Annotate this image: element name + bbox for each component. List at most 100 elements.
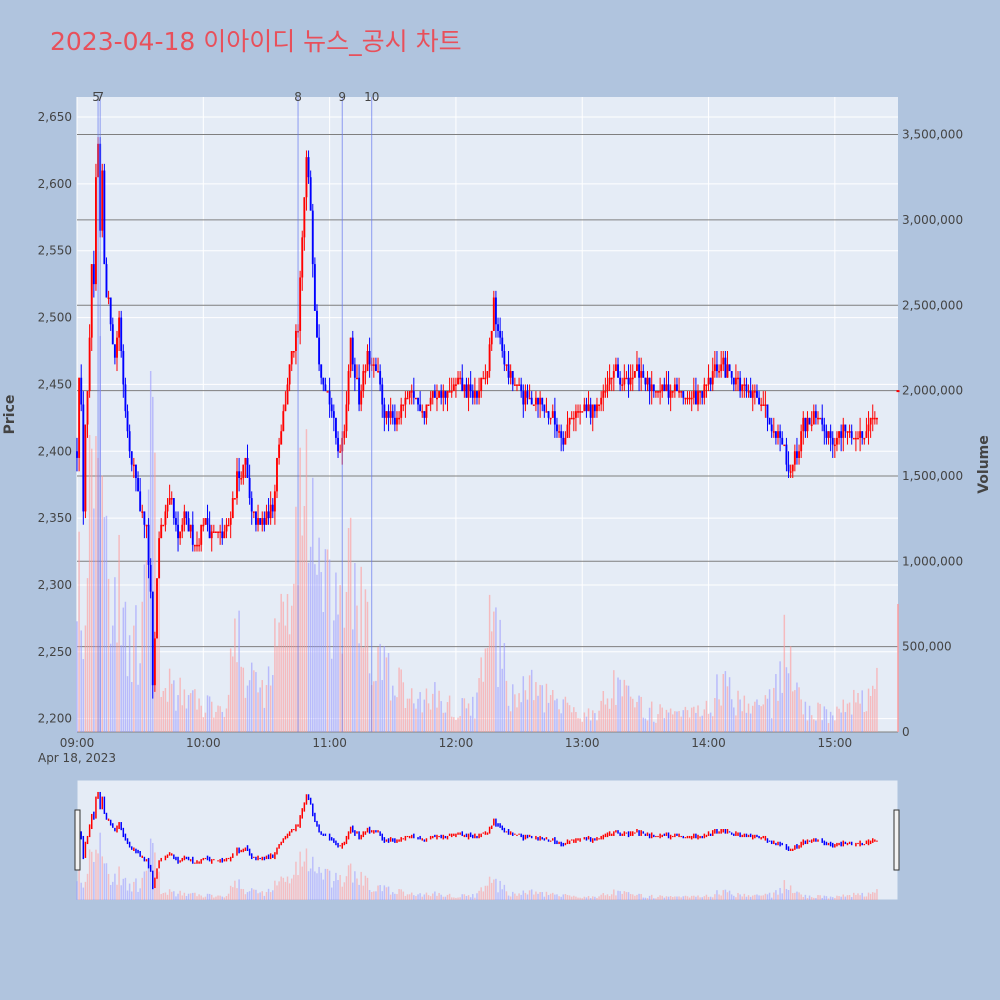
- slider-volume-bar: [185, 896, 188, 900]
- candle-body: [574, 411, 577, 418]
- slider-volume-bar: [284, 881, 287, 900]
- candle-body: [438, 391, 441, 398]
- slider-volume-bar: [570, 896, 573, 900]
- volume-bar: [810, 715, 813, 732]
- volume-bar: [640, 696, 642, 732]
- candle-body: [372, 364, 375, 366]
- slider-volume-bar: [686, 896, 689, 900]
- candle-body: [789, 471, 792, 473]
- volume-bar: [448, 695, 451, 732]
- slider-volume-bar: [324, 868, 327, 900]
- volume-bar: [743, 695, 746, 732]
- volume-bar: [280, 593, 282, 732]
- slider-volume-bar: [741, 896, 743, 900]
- volume-bar: [562, 699, 565, 732]
- slider-volume-bar: [861, 892, 863, 900]
- volume-bar: [754, 701, 756, 732]
- volume-bar: [497, 686, 499, 732]
- volume-bar: [621, 696, 623, 732]
- slider-volume-bar: [775, 890, 777, 900]
- slider-volume-bar: [326, 868, 329, 900]
- slider-volume-bar: [303, 861, 306, 900]
- candle-body: [191, 524, 194, 545]
- volume-bar: [95, 436, 97, 732]
- volume-bar: [181, 705, 183, 732]
- y-tick-label: 2,550: [38, 244, 72, 258]
- candle-body: [718, 371, 721, 373]
- slider-volume-bar: [661, 895, 663, 900]
- candle-body: [116, 337, 118, 358]
- slider-volume-bar: [497, 892, 499, 900]
- candle-body: [730, 371, 733, 378]
- slider-volume-bar: [210, 894, 213, 900]
- slider-volume-bar: [246, 892, 249, 900]
- slider-volume-bar: [815, 898, 817, 900]
- slider-volume-bar: [204, 896, 207, 900]
- volume-bar: [133, 625, 135, 732]
- candle-body: [591, 404, 594, 418]
- slider-volume-bar: [126, 890, 129, 900]
- candle-body: [556, 424, 558, 432]
- slider-volume-bar: [196, 896, 198, 900]
- slider-volume-bar: [164, 892, 167, 900]
- volume-bar: [779, 661, 781, 732]
- candle-body: [511, 371, 514, 385]
- candle-body: [623, 377, 626, 385]
- volume-bar: [288, 634, 291, 732]
- slider-volume-bar: [530, 889, 533, 900]
- volume-bar: [206, 695, 209, 732]
- candle-body: [366, 351, 369, 372]
- volume-bar: [339, 585, 341, 732]
- volume-bar: [415, 708, 417, 732]
- volume-bar: [255, 672, 257, 732]
- candle-body: [476, 391, 478, 398]
- volume-bar: [579, 718, 581, 732]
- volume-bar: [872, 685, 874, 732]
- candle-body: [238, 471, 241, 478]
- slider-volume-bar: [699, 897, 701, 900]
- candle-body: [231, 498, 234, 519]
- slider-volume-bar: [596, 898, 598, 900]
- candle-body: [132, 464, 135, 467]
- candle-body: [170, 498, 173, 500]
- candle-body: [153, 638, 156, 686]
- slider-volume-bar: [381, 891, 383, 900]
- slider-volume-bar: [564, 894, 567, 900]
- volume-bar: [472, 696, 474, 732]
- slider-volume-bar: [777, 894, 779, 900]
- volume-bar: [730, 699, 733, 732]
- slider-volume-bar: [832, 897, 834, 900]
- slider-volume-bar: [250, 888, 253, 900]
- volume-bar: [301, 535, 303, 732]
- volume-bar: [762, 704, 765, 732]
- candle-body: [545, 411, 548, 413]
- slider-volume-bar: [541, 892, 543, 900]
- volume-bar: [541, 685, 543, 732]
- candle-body: [263, 518, 266, 525]
- candle-body: [770, 424, 773, 432]
- candle-body: [316, 310, 318, 338]
- candle-body: [747, 391, 750, 393]
- slider-volume-bar: [623, 891, 626, 900]
- volume-bar: [396, 697, 398, 732]
- slider-volume-bar: [560, 896, 562, 900]
- candle-body: [734, 377, 737, 385]
- candle-body: [286, 384, 289, 405]
- volume-bar: [316, 574, 318, 732]
- candle-body: [798, 451, 801, 458]
- volume-bar: [549, 695, 552, 732]
- volume-bar: [714, 698, 716, 732]
- slider-volume-bar: [486, 885, 489, 900]
- candle-body: [772, 431, 775, 433]
- slider-volume-bar: [600, 894, 602, 900]
- candle-body: [379, 371, 382, 385]
- candle-body: [739, 377, 742, 392]
- slider-volume-bar: [122, 878, 125, 900]
- slider-volume-bar: [659, 895, 661, 900]
- volume-bar: [335, 572, 337, 732]
- slider-volume-bar: [678, 896, 680, 900]
- slider-volume-bar: [301, 866, 303, 900]
- volume-bar: [444, 712, 447, 732]
- candle-body: [381, 384, 384, 405]
- date-label: Apr 18, 2023: [38, 751, 116, 765]
